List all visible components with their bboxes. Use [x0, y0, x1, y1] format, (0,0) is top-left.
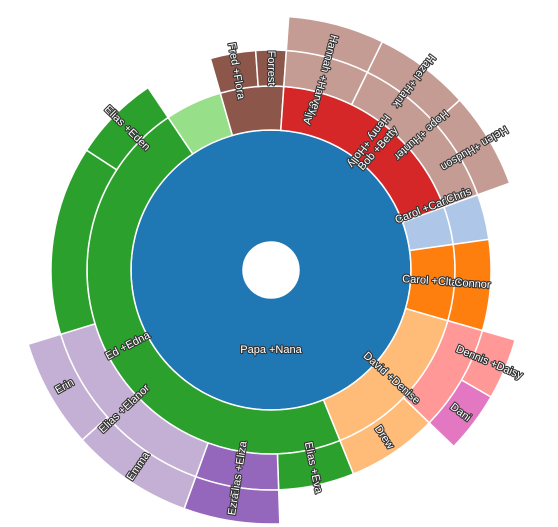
segment-unlabeled-ring-1	[219, 85, 285, 137]
label-papa-nana: Papa +Nana	[240, 344, 302, 356]
label-carol-cltas: Carol +Cltas	[402, 273, 464, 289]
segment-papa-nana-ring-0	[130, 129, 412, 411]
segment-helen-hudson-ring-3	[433, 98, 511, 196]
segment-erin-ring-3	[27, 333, 109, 442]
sunburst-arcs	[27, 15, 517, 525]
label-connor: Connor	[454, 277, 491, 292]
label-forrest: Forrest	[265, 51, 277, 86]
label-ezra: Ezra	[226, 491, 242, 516]
segment-elias-eden-ring-2	[85, 86, 170, 171]
